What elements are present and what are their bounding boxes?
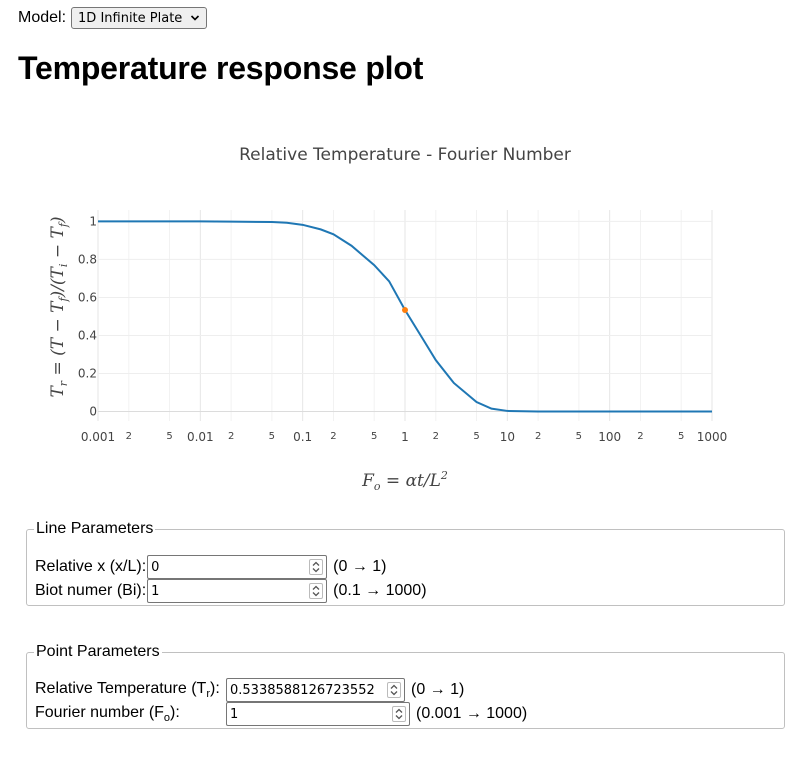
y-tick-label: 0 <box>89 404 97 418</box>
point-parameters-legend: Point Parameters <box>36 643 160 660</box>
line-parameters-legend: Line Parameters <box>36 520 154 537</box>
biot-label: Biot numer (Bi): <box>35 582 147 599</box>
chart: Relative Temperature - Fourier Number 0.… <box>48 145 727 493</box>
y-axis-ticks: 0 0.2 0.4 0.6 0.8 1 <box>78 214 97 418</box>
biot-value: 1 <box>151 583 160 599</box>
spinner-arrows-icon[interactable] <box>309 583 324 599</box>
page-title: Temperature response plot <box>18 50 424 86</box>
spinner-arrows-icon[interactable] <box>387 682 401 698</box>
relative-x-value: 0 <box>151 559 160 575</box>
x-minor-tick-label: 5 <box>678 431 684 442</box>
series-line-tr <box>98 220 712 413</box>
x-minor-tick-label: 2 <box>637 431 643 442</box>
biot-input[interactable]: 1 <box>147 579 328 603</box>
x-tick-label: 0.01 <box>187 430 214 444</box>
x-minor-tick-label: 5 <box>473 431 479 442</box>
fourier-value: 1 <box>230 706 239 722</box>
relative-x-input[interactable]: 0 <box>147 555 328 579</box>
y-tick-label: 0.8 <box>78 252 97 266</box>
model-label: Model: <box>18 9 67 26</box>
relative-temperature-label: Relative Temperature (Tr): <box>35 679 220 701</box>
x-minor-tick-label: 2 <box>126 431 132 442</box>
x-minor-tick-label: 2 <box>228 431 234 442</box>
fourier-label: Fourier number (Fo): <box>35 703 180 725</box>
selected-point-marker[interactable] <box>402 307 408 314</box>
y-tick-label: 0.2 <box>78 366 97 380</box>
chevron-down-icon <box>191 15 200 21</box>
relative-temperature-value: 0.5338588126723552 <box>230 682 375 698</box>
x-tick-label: 100 <box>598 430 621 444</box>
relative-temperature-range: (0 → 1) <box>411 681 465 698</box>
y-axis-label: Tr = (T − Tf)/(Ti − Tf) <box>48 216 70 397</box>
y-tick-label: 0.6 <box>78 290 97 304</box>
x-minor-tick-label: 5 <box>166 431 172 442</box>
relative-temperature-input[interactable]: 0.5338588126723552 <box>226 678 405 702</box>
spinner-arrows-icon[interactable] <box>392 706 406 722</box>
biot-row: Biot numer (Bi): 1 (0.1 → 1000) <box>35 579 427 603</box>
line-parameters-fieldset: Line Parameters Relative x (x/L): 0 (0 →… <box>26 520 785 606</box>
x-minor-tick-label: 2 <box>535 431 541 442</box>
relative-x-row: Relative x (x/L): 0 (0 → 1) <box>35 555 386 579</box>
x-axis-ticks: 0.001 0.01 0.1 1 10 100 1000 2 5 2 5 2 5 2 5 2 5 2 5 <box>81 430 727 444</box>
point-parameters-fieldset: Point Parameters Relative Temperature (T… <box>26 643 785 729</box>
x-tick-label: 1000 <box>697 430 728 444</box>
chart-title: Relative Temperature - Fourier Number <box>239 145 571 165</box>
x-minor-tick-label: 5 <box>576 431 582 442</box>
y-tick-label: 1 <box>89 214 97 228</box>
x-tick-label: 0.1 <box>293 430 312 444</box>
x-tick-label: 10 <box>500 430 515 444</box>
x-tick-label: 1 <box>401 430 409 444</box>
relative-temperature-row: Relative Temperature (Tr): 0.53385881267… <box>35 678 464 702</box>
x-minor-tick-label: 5 <box>371 431 377 442</box>
fourier-input[interactable]: 1 <box>226 702 410 726</box>
relative-x-range: (0 → 1) <box>333 558 387 575</box>
x-minor-tick-label: 5 <box>269 431 275 442</box>
relative-x-label: Relative x (x/L): <box>35 558 147 575</box>
fourier-row: Fourier number (Fo): 1 (0.001 → 1000) <box>35 702 527 726</box>
chart-grid <box>97 210 713 421</box>
model-select-value: 1D Infinite Plate <box>78 10 183 26</box>
biot-range: (0.1 → 1000) <box>333 582 427 599</box>
model-row: Model: 1D Infinite Plate <box>18 7 208 29</box>
x-minor-tick-label: 2 <box>433 431 439 442</box>
x-axis-label: Fo = αt/L2 <box>361 469 448 493</box>
y-tick-label: 0.4 <box>78 328 97 342</box>
fourier-range: (0.001 → 1000) <box>416 705 528 722</box>
spinner-arrows-icon[interactable] <box>309 559 324 575</box>
model-select[interactable]: 1D Infinite Plate <box>71 7 208 29</box>
x-tick-label: 0.001 <box>81 430 115 444</box>
x-minor-tick-label: 2 <box>330 431 336 442</box>
